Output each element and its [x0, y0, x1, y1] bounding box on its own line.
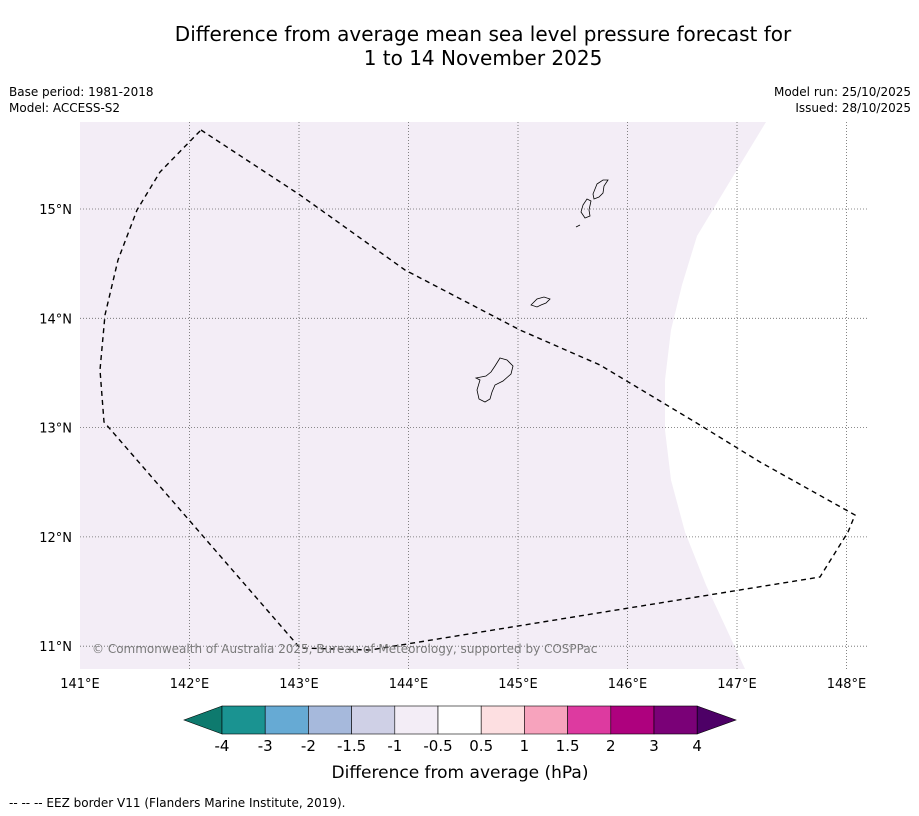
gridlines [80, 122, 867, 669]
lon-label-145: 145°E [498, 677, 538, 692]
colorbar-tick-8: 1.5 [556, 737, 580, 755]
island-outlines [474, 179, 609, 403]
colorbar: -4 -3 -2 -1.5 -1 -0.5 0.5 1 1.5 2 3 4 Difference fr… [183, 705, 737, 783]
lat-label-15: 15°N [39, 203, 72, 218]
colorbar-cell-10 [653, 705, 698, 735]
colorbar-tick-1: -3 [258, 737, 273, 755]
eez-border [99, 129, 856, 651]
colorbar-cell-0 [221, 705, 266, 735]
lon-label-147: 147°E [717, 677, 757, 692]
lat-label-14: 14°N [39, 312, 72, 327]
colorbar-tick-6: 0.5 [469, 737, 493, 755]
model-run: Model run: 25/10/2025 [773, 85, 911, 99]
island-tinian [580, 198, 592, 219]
colorbar-cell-8 [567, 705, 612, 735]
island-rota [530, 296, 551, 308]
latitude-tick-labels: 15°N 14°N 13°N 12°N 11°N [39, 203, 72, 655]
colorbar-cell-4 [394, 705, 439, 735]
colorbar-tick-9: 2 [606, 737, 616, 755]
colorbar-cell-9 [610, 705, 655, 735]
colorbar-tick-3: -1.5 [337, 737, 366, 755]
meta-right: Model run: 25/10/2025 Issued: 28/10/2025 [774, 84, 911, 116]
colorbar-tick-2: -2 [301, 737, 316, 755]
lon-label-143: 143°E [279, 677, 319, 692]
lon-label-146: 146°E [608, 677, 648, 692]
lat-label-13: 13°N [39, 422, 72, 437]
title-line-1: Difference from average mean sea level p… [174, 22, 792, 46]
colorbar-cell-7 [524, 705, 568, 735]
longitude-tick-labels: 141°E 142°E 143°E 144°E 145°E 146°E 147°E 148°E [60, 677, 866, 692]
colorbar-cell-3 [351, 705, 396, 735]
lat-label-11: 11°N [39, 640, 72, 655]
lon-label-144: 144°E [389, 677, 429, 692]
colorbar-tick-10: 3 [649, 737, 659, 755]
shaded-anomaly-region [80, 122, 766, 669]
meta-left: Base period: 1981-2018 Model: ACCESS-S2 [9, 84, 154, 116]
colorbar-cell-5 [437, 705, 482, 735]
copyright-note: © Commonwealth of Australia 2025, Bureau… [92, 642, 597, 656]
colorbar-cell-6 [480, 705, 525, 735]
base-period: Base period: 1981-2018 [9, 85, 154, 99]
issued-date: Issued: 28/10/2025 [795, 101, 911, 115]
lon-label-141: 141°E [60, 677, 100, 692]
island-aguijan [575, 224, 581, 228]
title-line-2: 1 to 14 November 2025 [363, 46, 603, 70]
lon-label-148: 148°E [827, 677, 867, 692]
island-saipan [592, 179, 609, 200]
lon-label-142: 142°E [170, 677, 210, 692]
eez-legend-note: -- -- -- EEZ border V11 (Flanders Marine… [9, 796, 346, 810]
colorbar-label: Difference from average (hPa) [332, 763, 589, 783]
lat-label-12: 12°N [39, 531, 72, 546]
model-name: Model: ACCESS-S2 [9, 101, 121, 115]
island-guam [474, 357, 514, 403]
colorbar-tick-5: -0.5 [423, 737, 452, 755]
colorbar-tick-0: -4 [215, 737, 230, 755]
colorbar-tick-11: 4 [692, 737, 702, 755]
colorbar-tick-4: -1 [387, 737, 402, 755]
colorbar-extend-low [183, 705, 223, 735]
chart-title: Difference from average mean sea level p… [0, 22, 919, 70]
colorbar-cells [183, 705, 737, 735]
colorbar-tick-labels: -4 -3 -2 -1.5 -1 -0.5 0.5 1 1.5 2 3 4 [215, 737, 702, 755]
colorbar-extend-high [696, 705, 737, 735]
colorbar-cell-2 [308, 705, 352, 735]
colorbar-cell-1 [264, 705, 309, 735]
colorbar-tick-7: 1 [520, 737, 530, 755]
